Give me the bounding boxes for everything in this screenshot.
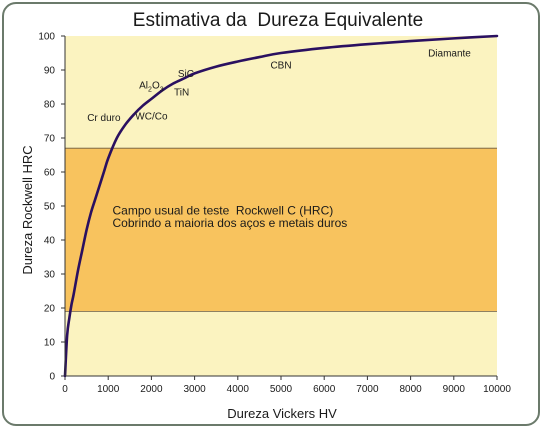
test-range-band [65,148,497,312]
x-tick-label-4000: 4000 [227,384,250,395]
band-label-line-1: Campo usual de teste Rockwell C (HRC) [113,204,334,218]
x-tick-label-5000: 5000 [270,384,293,395]
annotation-label-4: TiN [174,88,189,99]
annotations: Cr duro WC/Co Al2O3 SiC TiN CBN Diamante [87,48,471,124]
x-tick-label-10000: 10000 [483,384,511,395]
x-tick-label-9000: 9000 [443,384,466,395]
x-tick-label-1000: 1000 [97,384,120,395]
band-label-line-2: Cobrindo a maioria dos aços e metais dur… [113,216,348,230]
annotation-label-0: Cr duro [87,113,121,124]
y-tick-label-20: 20 [44,304,56,315]
x-tick-label-7000: 7000 [356,384,379,395]
x-tick-label-8000: 8000 [399,384,422,395]
y-tick-label-40: 40 [44,236,56,247]
y-tick-label-80: 80 [44,100,56,111]
chart-title: Estimativa da Dureza Equivalente [133,10,423,31]
annotation-label-6: Diamante [428,48,471,59]
y-tick-label-60: 60 [44,168,56,179]
y-tick-label-10: 10 [44,338,56,349]
hardness-curve-0 [63,34,499,378]
y-tick-label-90: 90 [44,66,56,77]
y-tick-label-100: 100 [38,32,55,43]
x-tick-label-2000: 2000 [140,384,163,395]
y-tick-label-70: 70 [44,134,56,145]
annotation-label-2: Al2O3 [139,81,164,94]
series-layer [63,34,499,378]
annotation-label-5: CBN [270,60,291,71]
y-tick-label-50: 50 [44,202,56,213]
x-tick-label-6000: 6000 [313,384,336,395]
y-tick-label-30: 30 [44,270,56,281]
annotation-label-3: SiC [178,69,194,80]
axis-ticks: 0 1000 2000 3000 4000 5000 6000 7000 8000 9000 100… [38,32,511,396]
y-tick-label-0: 0 [49,372,55,383]
x-tick-label-0: 0 [62,384,68,395]
x-tick-label-3000: 3000 [183,384,206,395]
y-axis-label: Dureza Rockwell HRC [20,145,35,274]
annotation-label-1: WC/Co [135,111,168,122]
x-axis-label: Dureza Vickers HV [227,406,337,421]
